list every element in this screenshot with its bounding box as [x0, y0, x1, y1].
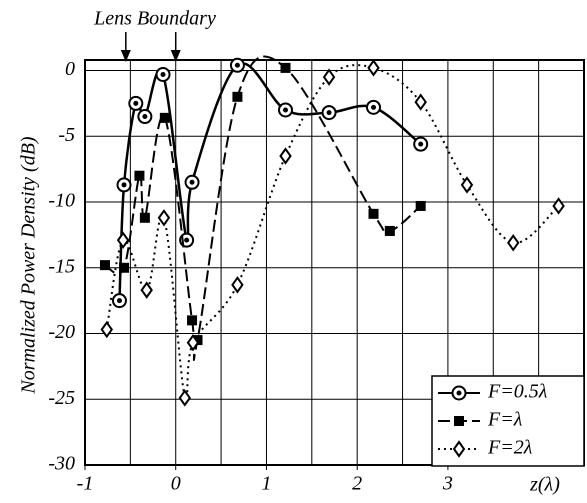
- x-tick-label: 1: [261, 473, 271, 495]
- data-point: [134, 170, 145, 181]
- data-point: [507, 234, 520, 252]
- y-tick-label: -25: [48, 387, 75, 409]
- x-tick-label: 2: [352, 473, 362, 495]
- x-tick-label: 0: [171, 473, 181, 495]
- series-line: [118, 62, 422, 301]
- data-point: [157, 209, 171, 227]
- annotation-arrowhead: [170, 50, 181, 62]
- legend-label: F=λ: [487, 409, 523, 431]
- data-point: [368, 208, 379, 219]
- data-point: [100, 320, 114, 339]
- y-tick-label: -10: [48, 190, 75, 212]
- data-point: [460, 176, 474, 194]
- y-tick-label: 0: [65, 58, 75, 80]
- data-point: [232, 91, 243, 102]
- plot-frame: [84, 59, 585, 466]
- data-point-dot: [121, 182, 127, 188]
- data-point-dot: [142, 114, 148, 120]
- annotation-arrowhead: [120, 50, 131, 62]
- data-point-dot: [371, 104, 377, 110]
- x-tick-label: 3: [442, 473, 453, 495]
- data-point-dot: [283, 107, 289, 113]
- data-point: [414, 93, 427, 111]
- legend-label: F=0.5λ: [487, 381, 548, 403]
- y-tick-label: -20: [48, 321, 75, 343]
- y-tick-label: -15: [48, 255, 75, 277]
- legend-label: F=2λ: [487, 437, 533, 459]
- data-point-dot: [189, 179, 195, 185]
- data-point-dot: [418, 141, 424, 147]
- data-point: [119, 262, 130, 273]
- data-point: [159, 112, 170, 123]
- x-tick-label: -1: [77, 473, 94, 495]
- data-point: [552, 197, 565, 215]
- data-point: [322, 68, 336, 86]
- legend-marker-dot: [456, 390, 462, 396]
- data-point-dot: [133, 100, 139, 106]
- y-tick-label: -30: [48, 453, 75, 475]
- data-point-dot: [160, 71, 166, 77]
- data-point-dot: [326, 110, 332, 116]
- data-point: [116, 231, 130, 249]
- series-line: [104, 55, 422, 361]
- data-point: [280, 62, 291, 73]
- data-point: [279, 147, 292, 165]
- legend-marker: [454, 416, 464, 426]
- data-point: [384, 225, 395, 236]
- data-point: [178, 389, 192, 407]
- data-point: [415, 200, 426, 211]
- y-axis-label: Normalized Power Density (dB): [18, 136, 40, 395]
- data-point: [367, 59, 380, 77]
- x-axis-label: z(λ): [529, 474, 560, 496]
- legend-marker: [452, 440, 466, 458]
- data-point-dot: [234, 62, 240, 68]
- data-point-dot: [184, 237, 190, 243]
- data-point: [186, 333, 200, 352]
- data-point: [140, 281, 153, 299]
- data-point: [231, 276, 244, 294]
- data-point-dot: [116, 298, 122, 304]
- data-point: [187, 315, 198, 326]
- data-point: [99, 260, 110, 271]
- annotation: Lens Boundary: [93, 8, 216, 30]
- data-point: [139, 212, 150, 223]
- y-tick-label: -5: [58, 124, 75, 146]
